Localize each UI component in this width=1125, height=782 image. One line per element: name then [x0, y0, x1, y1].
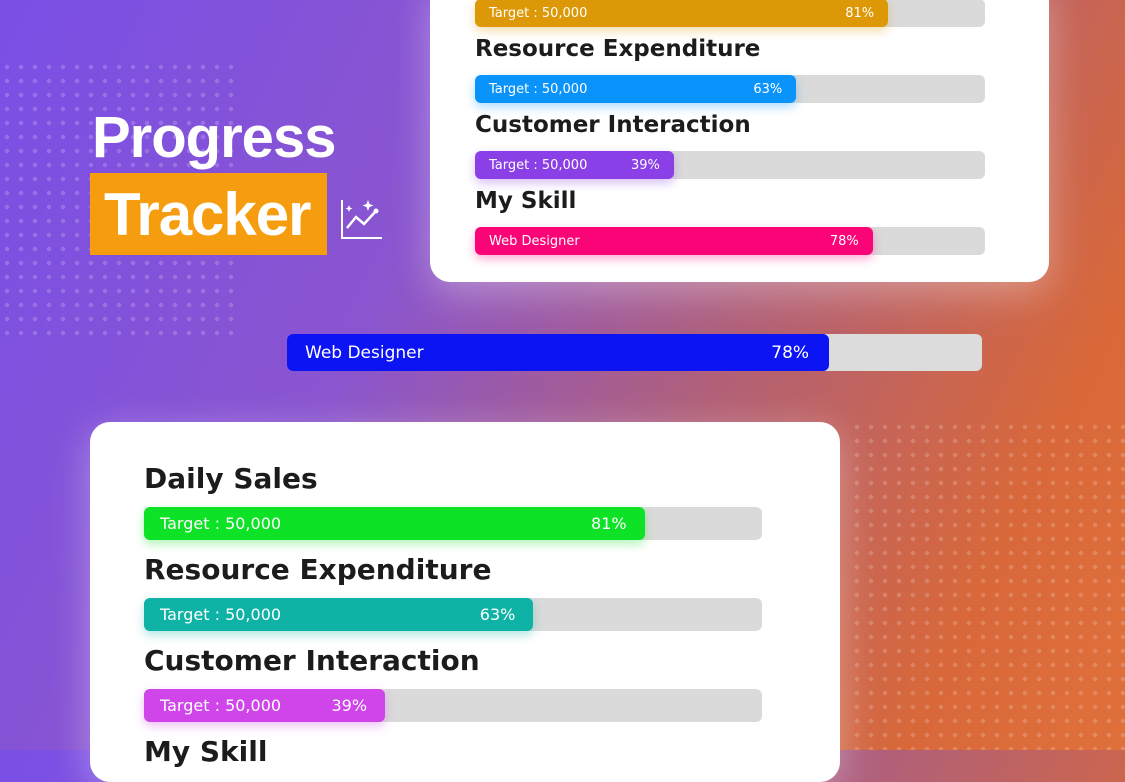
percent-text: 39% [630, 157, 660, 173]
bar-text: Target : 50,000 [489, 5, 588, 21]
middle-progress-bar: Web Designer 78% [287, 334, 982, 371]
bar-text: Target : 50,000 [160, 514, 282, 533]
bar-text: Web Designer [489, 233, 580, 249]
metric-label: My Skill [144, 735, 268, 768]
dot-pattern [850, 420, 1125, 750]
bar-text: Target : 50,000 [160, 605, 282, 624]
progress-fill: Target : 50,000 81% [475, 0, 889, 27]
progress-fill: Target : 50,000 81% [144, 507, 645, 540]
percent-text: 78% [829, 233, 859, 249]
progress-track: Target : 50,000 63% [144, 598, 762, 631]
middle-progress-fill: Web Designer 78% [287, 334, 830, 371]
percent-text: 81% [845, 5, 875, 21]
metric-label: Daily Sales [144, 462, 318, 495]
progress-fill: Web Designer 78% [475, 227, 873, 255]
top-card: Target : 50,000 81% Resource Expenditure Ta… [430, 0, 1049, 282]
bar-text: Target : 50,000 [160, 696, 282, 715]
chart-sparkle-icon [341, 200, 382, 239]
bar-text: Target : 50,000 [489, 157, 588, 173]
percent-text: 81% [591, 514, 627, 533]
title-tracker: Tracker [104, 181, 312, 248]
progress-fill: Target : 50,000 39% [144, 689, 386, 722]
progress-track: Target : 50,000 81% [144, 507, 762, 540]
bottom-card: Daily Sales Target : 50,000 81% Resource Ex… [90, 422, 840, 782]
metric-label: My Skill [475, 188, 577, 214]
progress-track: Target : 50,000 81% [475, 0, 985, 27]
progress-fill: Target : 50,000 63% [475, 75, 797, 103]
progress-track: Target : 50,000 39% [144, 689, 762, 722]
progress-fill: Target : 50,000 39% [475, 151, 674, 179]
title-highlight [90, 173, 327, 255]
metric-label: Customer Interaction [144, 644, 480, 677]
percent-text: 63% [753, 81, 783, 97]
percent-text: 39% [331, 696, 368, 715]
progress-track: Web Designer 78% [475, 227, 985, 255]
bar-text: Web Designer [305, 342, 424, 363]
progress-fill: Target : 50,000 63% [144, 598, 534, 631]
metric-label: Customer Interaction [475, 112, 751, 138]
progress-track: Target : 50,000 63% [475, 75, 985, 103]
title-progress: Progress [92, 105, 336, 170]
percent-text: 78% [771, 342, 810, 363]
metric-label: Resource Expenditure [475, 36, 761, 62]
percent-text: 63% [479, 605, 516, 624]
metric-label: Resource Expenditure [144, 553, 492, 586]
progress-track: Target : 50,000 39% [475, 151, 985, 179]
bar-text: Target : 50,000 [489, 81, 588, 97]
